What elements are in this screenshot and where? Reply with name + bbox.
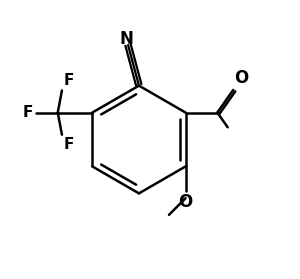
Text: O: O: [178, 193, 193, 211]
Text: F: F: [63, 137, 74, 152]
Text: O: O: [235, 69, 249, 86]
Text: F: F: [23, 105, 34, 120]
Text: N: N: [120, 30, 134, 49]
Text: F: F: [63, 73, 74, 88]
